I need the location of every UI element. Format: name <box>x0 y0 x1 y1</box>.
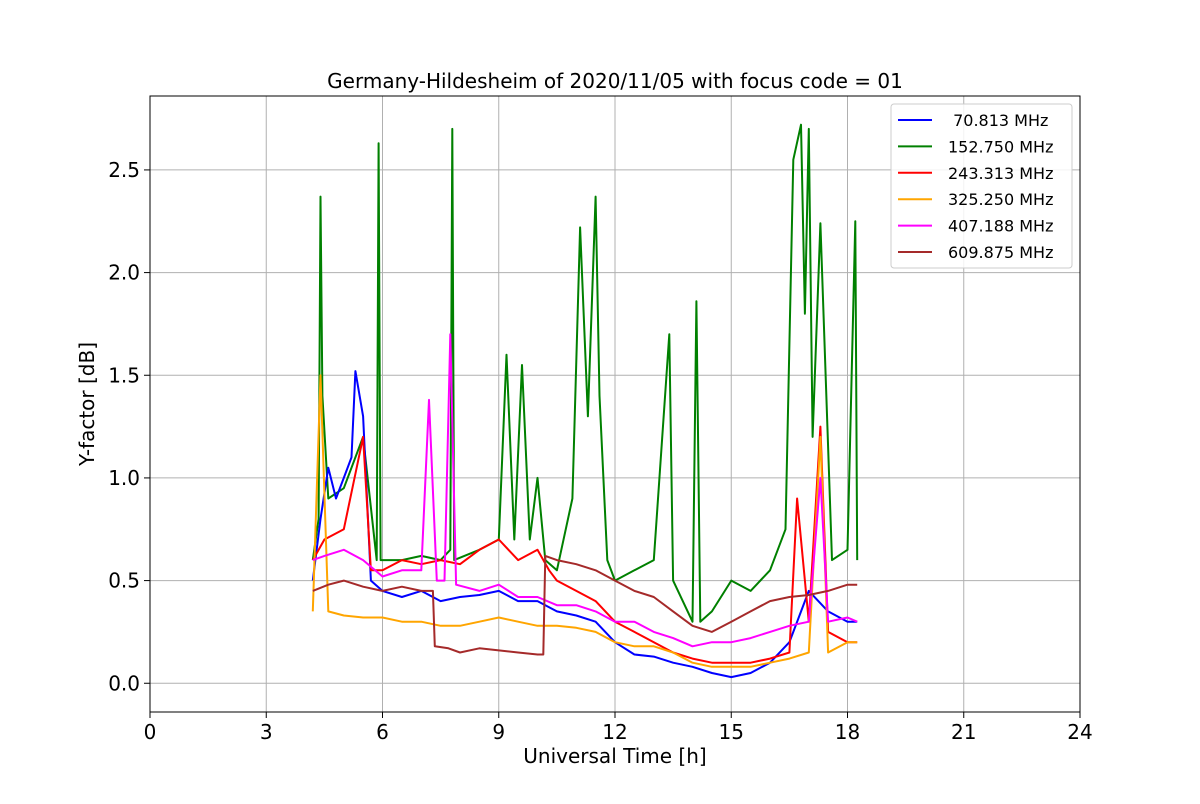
legend-label: 70.813 MHz <box>948 111 1048 130</box>
series-line-0 <box>311 370 858 679</box>
y-tick-label: 0.5 <box>108 569 140 593</box>
legend-box <box>890 103 1073 269</box>
y-tick-label: 1.5 <box>108 363 140 387</box>
x-tick-label: 18 <box>835 720 860 744</box>
legend-label: 325.250 MHz <box>948 190 1053 209</box>
x-axis-ticks: 0 3 6 9 12 15 18 21 24 <box>144 712 1093 744</box>
legend-label: 152.750 MHz <box>948 137 1053 156</box>
series-line-4 <box>312 333 858 648</box>
series-line-1 <box>311 123 859 623</box>
series-layer <box>311 123 859 679</box>
legend: 70.813 MHz 152.750 MHz 243.313 MHz 325.250 … <box>890 103 1073 269</box>
y-axis-label: Y-factor [dB] <box>75 342 99 467</box>
x-tick-label: 6 <box>376 720 389 744</box>
y-tick-label: 0.0 <box>108 671 140 695</box>
legend-label: 609.875 MHz <box>948 243 1053 262</box>
x-tick-label: 3 <box>260 720 273 744</box>
series-line-3 <box>311 374 858 668</box>
x-tick-label: 21 <box>951 720 976 744</box>
x-tick-label: 12 <box>602 720 627 744</box>
series-line-2 <box>311 425 858 664</box>
x-tick-label: 0 <box>144 720 157 744</box>
x-axis-label: Universal Time [h] <box>523 744 706 768</box>
y-tick-label: 2.0 <box>108 261 140 285</box>
y-tick-label: 2.5 <box>108 158 140 182</box>
x-tick-label: 15 <box>719 720 744 744</box>
legend-label: 407.188 MHz <box>948 217 1053 236</box>
legend-label: 243.313 MHz <box>948 164 1053 183</box>
chart-title: Germany-Hildesheim of 2020/11/05 with fo… <box>327 69 903 93</box>
y-tick-label: 1.0 <box>108 466 140 490</box>
series-line-5 <box>312 554 858 656</box>
x-tick-label: 9 <box>492 720 505 744</box>
y-axis-ticks: 0.0 0.5 1.0 1.5 2.0 2.5 <box>108 158 150 695</box>
x-tick-label: 24 <box>1067 720 1092 744</box>
